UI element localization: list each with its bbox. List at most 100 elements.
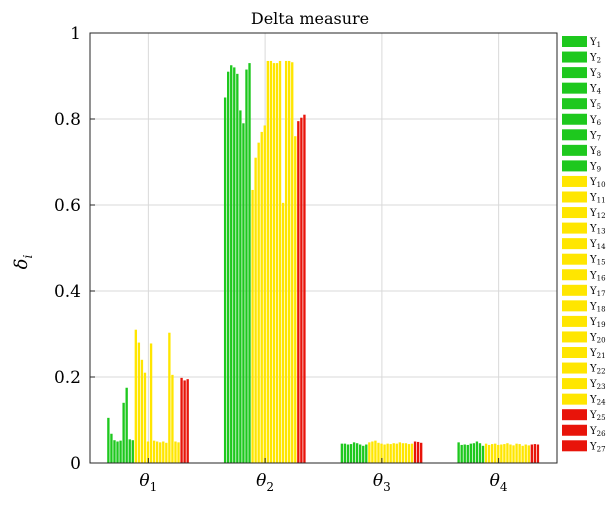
bar-y6-theta2	[239, 110, 242, 464]
legend-label-y4: Y4	[589, 84, 602, 96]
legend-swatch-y13	[562, 222, 587, 234]
bar-y13-theta1	[143, 372, 147, 463]
legend-label-y17: Y17	[589, 286, 606, 298]
bar-y3-theta4	[463, 444, 466, 463]
legend-item-y10: Y10	[562, 175, 606, 189]
bar-y6-theta1	[122, 402, 125, 463]
bar-y10-theta3	[368, 442, 371, 463]
legend-swatch-y9	[562, 160, 587, 172]
bar-y4-theta4	[466, 444, 469, 463]
bar-y19-theta4	[512, 445, 515, 463]
bar-y24-theta2	[294, 136, 297, 463]
legend-item-y26: Y26	[562, 424, 606, 438]
legend-item-y7: Y7	[562, 129, 601, 142]
legend-item-y18: Y18	[562, 300, 606, 313]
bar-y2-theta4	[460, 444, 463, 463]
legend-swatch-y19	[562, 315, 587, 327]
x-tick-label-theta4: θ4	[490, 471, 508, 494]
legend-label-y16: Y16	[589, 270, 606, 282]
bar-y23-theta3	[407, 444, 411, 463]
legend-label-y2: Y2	[589, 53, 601, 65]
legend-item-y17: Y17	[562, 284, 606, 298]
legend-label-y7: Y7	[589, 130, 601, 142]
bar-y11-theta2	[254, 157, 257, 463]
bar-y17-theta4	[506, 443, 509, 463]
legend-swatch-y3	[562, 67, 587, 79]
legend-item-y25: Y25	[562, 409, 606, 422]
bar-y18-theta3	[392, 443, 395, 463]
legend-item-y16: Y16	[562, 269, 606, 282]
legend-label-y22: Y22	[589, 364, 606, 376]
legend-swatch-y16	[562, 269, 587, 281]
bar-y17-theta3	[389, 444, 392, 463]
bar-y7-theta3	[359, 444, 362, 463]
bar-y21-theta2	[284, 60, 288, 463]
legend-item-y2: Y2	[562, 51, 601, 65]
legend-label-y6: Y6	[589, 115, 602, 127]
bar-y20-theta3	[398, 442, 401, 463]
bar-y3-theta2	[230, 65, 233, 463]
legend-label-y18: Y18	[589, 301, 606, 313]
legend-swatch-y12	[562, 207, 587, 219]
x-tick-label-theta3: θ3	[373, 471, 391, 494]
bar-y16-theta1	[152, 440, 156, 463]
bar-y22-theta2	[288, 60, 291, 463]
bar-y10-theta4	[484, 443, 488, 463]
bar-y1-theta2	[223, 97, 227, 463]
bar-y1-theta3	[340, 443, 344, 463]
bar-y18-theta1	[159, 442, 162, 463]
bar-y3-theta1	[113, 440, 116, 463]
legend-item-y13: Y13	[562, 222, 606, 236]
bar-y5-theta4	[469, 443, 472, 463]
bar-y18-theta4	[509, 444, 512, 463]
bar-y24-theta1	[177, 442, 180, 463]
bar-y26-theta3	[416, 441, 420, 463]
legend-swatch-y27	[562, 440, 587, 452]
bar-y11-theta4	[487, 444, 491, 463]
legend-item-y12: Y12	[562, 207, 606, 220]
bar-y1-theta4	[457, 442, 460, 463]
bar-y4-theta3	[349, 444, 353, 463]
legend-label-y12: Y12	[589, 208, 606, 220]
bar-y19-theta1	[162, 441, 165, 463]
legend-label-y27: Y27	[589, 441, 606, 453]
legend-item-y4: Y4	[562, 82, 602, 96]
bar-y26-theta1	[183, 380, 186, 463]
bar-y9-theta1	[131, 440, 134, 463]
bar-y16-theta4	[503, 444, 506, 463]
legend-swatch-y1	[562, 36, 587, 47]
bar-y16-theta2	[269, 60, 273, 463]
legend-label-y21: Y21	[589, 348, 606, 360]
bar-y25-theta3	[413, 441, 417, 463]
bar-y14-theta2	[263, 125, 266, 463]
bar-y8-theta3	[362, 445, 365, 463]
legend-swatch-y15	[562, 253, 587, 265]
legend-item-y1: Y1	[562, 36, 601, 49]
legend-swatch-y4	[562, 82, 587, 94]
y-tick-label-0: 0	[70, 454, 81, 474]
bar-y26-theta2	[300, 117, 303, 464]
legend: Y1 Y2 Y3 Y4 Y5 Y6 Y7 Y8 Y9 Y10 Y11 Y12 Y13 Y14 Y15 Y16 Y…	[562, 36, 606, 453]
bar-y8-theta4	[478, 443, 482, 463]
bar-y10-theta2	[251, 189, 254, 463]
bar-y17-theta1	[156, 441, 159, 463]
bar-y27-theta2	[303, 114, 306, 463]
legend-item-y23: Y23	[562, 378, 606, 391]
bar-y15-theta1	[149, 343, 153, 463]
bar-y7-theta4	[475, 441, 479, 463]
bar-y17-theta2	[272, 63, 276, 463]
bar-y11-theta3	[371, 441, 374, 463]
legend-swatch-y23	[562, 378, 587, 390]
bar-y15-theta2	[266, 60, 269, 463]
bar-y2-theta2	[227, 71, 230, 463]
bar-y23-theta2	[291, 62, 294, 464]
legend-swatch-y7	[562, 129, 587, 141]
legend-label-y8: Y8	[589, 146, 601, 158]
bar-y13-theta2	[260, 131, 263, 463]
bar-y12-theta2	[257, 142, 260, 463]
legend-swatch-y8	[562, 144, 587, 156]
bar-y23-theta1	[174, 441, 177, 463]
bar-y9-theta4	[481, 445, 485, 463]
y-axis-label-base: δ	[11, 259, 32, 270]
